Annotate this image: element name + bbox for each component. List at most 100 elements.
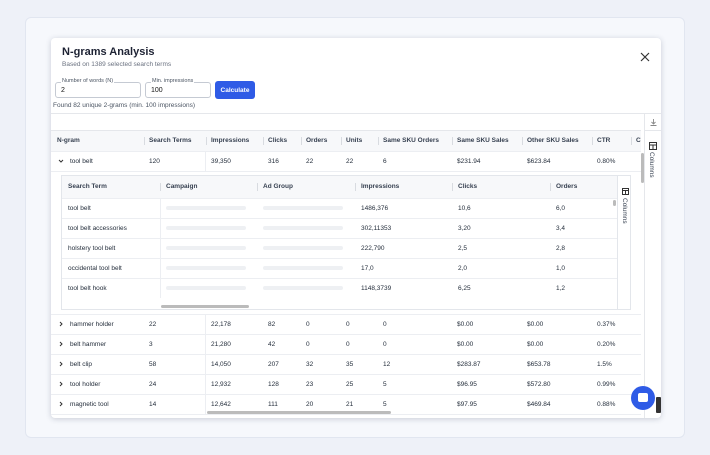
close-button[interactable] xyxy=(640,52,650,62)
col-divider xyxy=(205,334,206,354)
col-divider xyxy=(631,137,632,145)
separator xyxy=(51,113,661,114)
expand-toggle[interactable] xyxy=(58,321,64,327)
expand-toggle[interactable] xyxy=(58,361,64,367)
table-cell: $469.84 xyxy=(527,401,551,408)
table-cell: 0.80% xyxy=(597,158,616,165)
table-cell: $623.84 xyxy=(527,158,551,165)
table-cell: 0.20% xyxy=(597,341,616,348)
detail-table: Search Term Campaign Ad Group Impressions Cl… xyxy=(61,175,631,310)
col-divider xyxy=(160,218,161,238)
detail-side-panel[interactable]: Columns xyxy=(617,176,630,309)
blurred-cell xyxy=(263,246,343,250)
blurred-cell xyxy=(263,226,343,230)
col-divider xyxy=(206,137,207,145)
col-divider xyxy=(205,374,206,394)
table-cell: 23 xyxy=(306,381,314,388)
column-header: Impressions xyxy=(211,137,250,144)
detail-cell: tool belt xyxy=(68,205,91,212)
column-header: N-gram xyxy=(57,137,80,144)
detail-column-header: Orders xyxy=(556,183,578,190)
col-divider xyxy=(160,278,161,298)
detail-cell: 10,6 xyxy=(458,205,471,212)
blurred-cell xyxy=(166,286,246,290)
table-cell: $653.78 xyxy=(527,361,551,368)
calculate-button[interactable]: Calculate xyxy=(215,81,255,99)
row-line xyxy=(62,218,617,219)
row-line xyxy=(51,314,641,315)
table-cell: $97.95 xyxy=(457,401,477,408)
table-cell: 22 xyxy=(346,158,354,165)
table-cell: $0.00 xyxy=(457,341,474,348)
table-cell: tool belt xyxy=(70,158,93,165)
blurred-cell xyxy=(166,206,246,210)
blurred-cell xyxy=(263,266,343,270)
ngram-table: N-gram Search Terms Impressions Clicks Order… xyxy=(51,130,641,418)
blurred-cell xyxy=(166,246,246,250)
detail-cell: holstery tool belt xyxy=(68,245,116,252)
edge-tab xyxy=(656,397,661,413)
field-label: Min. impressions xyxy=(151,78,195,84)
table-cell: 120 xyxy=(149,158,160,165)
table-cell: $0.00 xyxy=(527,321,544,328)
row-line xyxy=(51,414,641,415)
field-label: Number of words (N) xyxy=(61,78,115,84)
table-cell: belt clip xyxy=(70,361,93,368)
table-cell: 12,642 xyxy=(211,401,231,408)
col-divider xyxy=(160,238,161,258)
row-line xyxy=(51,171,641,172)
table-cell: $0.00 xyxy=(457,321,474,328)
columns-icon xyxy=(649,142,657,150)
col-divider xyxy=(301,137,302,145)
table-cell: 20 xyxy=(306,401,314,408)
detail-cell: 2,8 xyxy=(556,245,566,252)
table-cell: 128 xyxy=(268,381,279,388)
row-line xyxy=(51,334,641,335)
detail-scrollbar[interactable] xyxy=(613,200,616,206)
table-cell: 0.88% xyxy=(597,401,616,408)
expand-toggle[interactable] xyxy=(58,158,64,164)
table-cell: 207 xyxy=(268,361,279,368)
table-cell: 0 xyxy=(306,321,310,328)
columns-label: Columns xyxy=(648,152,655,178)
row-line xyxy=(51,394,641,395)
col-divider xyxy=(522,137,523,145)
columns-label: Columns xyxy=(621,198,628,224)
detail-h-scrollbar[interactable] xyxy=(161,305,249,308)
expand-toggle[interactable] xyxy=(58,401,64,407)
detail-cell: 6,25 xyxy=(458,285,471,292)
col-divider xyxy=(257,183,258,191)
col-divider xyxy=(160,258,161,278)
table-cell: 0.37% xyxy=(597,321,616,328)
h-scrollbar[interactable] xyxy=(207,411,391,414)
field-value: 100 xyxy=(151,87,163,94)
column-header: Units xyxy=(346,137,363,144)
chat-button[interactable] xyxy=(630,385,656,411)
words-input[interactable]: Number of words (N) 2 xyxy=(55,78,141,98)
scrollbar[interactable] xyxy=(641,153,644,183)
download-icon[interactable] xyxy=(649,118,658,127)
table-cell: 316 xyxy=(268,158,279,165)
expand-toggle[interactable] xyxy=(58,341,64,347)
table-cell: 0.99% xyxy=(597,381,616,388)
dialog-title: N-grams Analysis xyxy=(62,46,155,58)
detail-cell: 222,790 xyxy=(361,245,385,252)
detail-cell: 1148,3739 xyxy=(361,285,392,292)
col-divider xyxy=(160,183,161,191)
side-panel[interactable]: Columns xyxy=(644,114,661,418)
table-cell: 3 xyxy=(149,341,153,348)
col-divider xyxy=(205,394,206,414)
detail-column-header: Campaign xyxy=(166,183,198,190)
table-cell: 12,932 xyxy=(211,381,231,388)
detail-cell: 2,5 xyxy=(458,245,468,252)
impressions-input[interactable]: Min. impressions 100 xyxy=(145,78,211,98)
detail-header xyxy=(62,176,617,198)
col-divider xyxy=(144,137,145,145)
detail-cell: 1486,376 xyxy=(361,205,389,212)
table-cell: belt hammer xyxy=(70,341,107,348)
table-cell: 0 xyxy=(383,341,387,348)
table-cell: hammer holder xyxy=(70,321,114,328)
expand-toggle[interactable] xyxy=(58,381,64,387)
table-cell: $283.87 xyxy=(457,361,481,368)
